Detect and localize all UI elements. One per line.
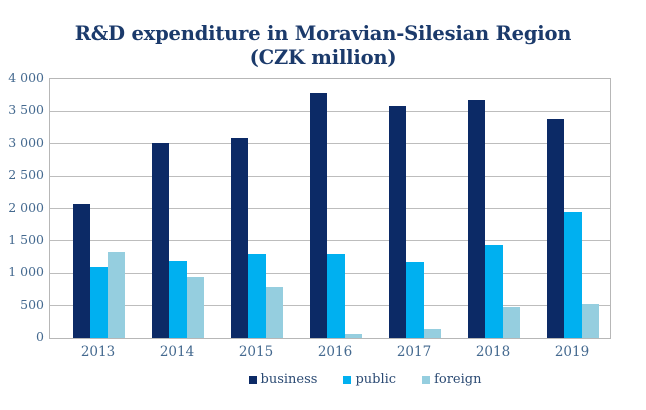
bar-foreign-2013	[107, 251, 125, 338]
legend-swatch-business	[248, 375, 257, 384]
bar-business-2014	[152, 143, 170, 338]
bar-public-2016	[327, 254, 345, 338]
bar-public-2018	[485, 245, 503, 338]
y-axis-label: 2 000	[8, 199, 44, 215]
bar-foreign-2015	[265, 286, 283, 338]
bar-foreign-2016	[344, 334, 362, 338]
bar-public-2019	[564, 211, 582, 338]
gridline	[50, 208, 610, 209]
gridline	[50, 110, 610, 112]
gridline	[50, 240, 610, 242]
gridline	[50, 175, 610, 177]
bar-foreign-2017	[423, 328, 441, 338]
legend-label-public: public	[355, 372, 397, 387]
y-axis-label: 500	[20, 296, 44, 312]
bar-business-2015	[231, 137, 249, 338]
x-axis-label-2014: 2014	[159, 344, 195, 360]
bar-business-2013	[73, 203, 91, 338]
bar-public-2017	[406, 261, 424, 338]
x-axis-label-2019: 2019	[554, 344, 590, 360]
bar-foreign-2019	[581, 304, 599, 338]
x-axis-label-2016: 2016	[317, 344, 353, 360]
bar-foreign-2014	[186, 277, 204, 338]
y-axis-label: 0	[36, 329, 44, 344]
legend-swatch-public	[343, 375, 352, 384]
bar-business-2017	[389, 105, 407, 338]
bar-business-2018	[468, 100, 486, 338]
legend-item-foreign: foreign	[422, 372, 481, 387]
chart-title: R&D expenditure in Moravian-Silesian Reg…	[0, 22, 646, 70]
x-axis-label-2017: 2017	[396, 344, 432, 360]
y-axis-label: 3 500	[8, 102, 44, 118]
legend: business public foreign	[49, 372, 645, 387]
bar-business-2016	[310, 92, 328, 338]
legend-label-business: business	[260, 372, 318, 387]
bar-foreign-2018	[502, 306, 520, 338]
legend-item-public: public	[343, 372, 396, 387]
y-axis-label: 2 500	[8, 167, 44, 183]
bar-public-2015	[248, 254, 266, 338]
x-axis-label-2015: 2015	[238, 344, 274, 360]
y-axis-label: 4 000	[8, 70, 44, 85]
chart-title-line1: R&D expenditure in Moravian-Silesian Reg…	[74, 22, 572, 45]
legend-swatch-foreign	[422, 375, 431, 384]
chart-title-line2: (CZK million)	[249, 46, 397, 69]
y-axis-label: 1 000	[8, 264, 44, 280]
y-axis-label: 3 000	[8, 134, 44, 150]
bar-business-2019	[547, 118, 565, 338]
bar-public-2013	[90, 267, 108, 338]
plot-area	[49, 78, 611, 339]
gridline	[50, 143, 610, 145]
legend-item-business: business	[248, 372, 318, 387]
y-axis-label: 1 500	[8, 231, 44, 247]
bar-public-2014	[169, 260, 187, 338]
x-axis-label-2013: 2013	[80, 344, 116, 360]
x-axis-label-2018: 2018	[475, 344, 511, 360]
legend-label-foreign: foreign	[434, 372, 482, 387]
